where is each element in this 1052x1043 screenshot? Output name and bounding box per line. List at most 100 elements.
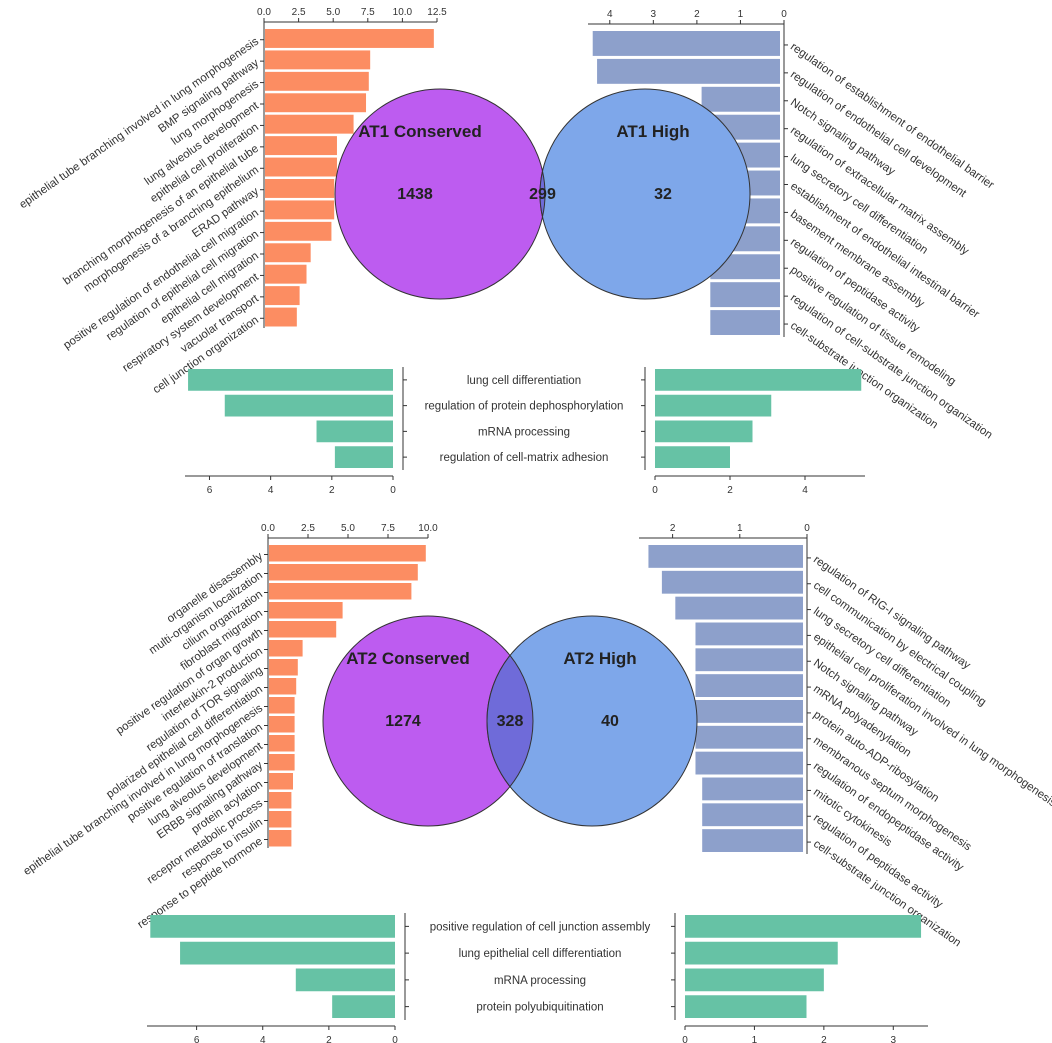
at1-conserved-tick-label: 10.0 xyxy=(393,7,413,18)
at1-shared-right-bar xyxy=(655,446,730,468)
at1-conserved-tick-label: 7.5 xyxy=(361,7,375,18)
at1-high-bar xyxy=(710,282,780,308)
at2-conserved-bar xyxy=(269,602,343,619)
at1-conserved-bar xyxy=(265,221,332,241)
at1-shared-left-bar xyxy=(334,446,393,468)
at2-shared-left-tick-label: 2 xyxy=(326,1035,332,1043)
at2-high-bar xyxy=(702,803,803,827)
at1-venn-conserved-label: AT1 Conserved xyxy=(358,122,481,141)
at1-high-tick-label: 1 xyxy=(738,9,744,20)
at1-venn-high-count: 32 xyxy=(654,186,672,203)
at1-shared-right-tick-label: 4 xyxy=(802,485,808,496)
at2-conserved-bar xyxy=(269,564,418,581)
at2-shared-right-tick-label: 1 xyxy=(752,1035,758,1043)
at1-shared-chart: 6 4 2 0 0 2 4 lung cell differentiation regulati… xyxy=(185,367,865,496)
at2-conserved-tick-label: 10.0 xyxy=(418,523,438,534)
at2-shared-label: positive regulation of cell junction ass… xyxy=(430,921,651,933)
at1-high-tick-label: 2 xyxy=(694,9,700,20)
at2-shared-right-tick-label: 3 xyxy=(891,1035,897,1043)
at2-conserved-tick-label: 7.5 xyxy=(381,523,395,534)
at2-shared-left-tick-label: 6 xyxy=(194,1035,200,1043)
at2-conserved-bar xyxy=(269,640,303,657)
at2-conserved-bar xyxy=(269,811,292,828)
at2-high-bar xyxy=(702,777,803,801)
at1-conserved-bar xyxy=(265,29,434,48)
at2-conserved-tick-label: 0.0 xyxy=(261,523,275,534)
at1-high-tick-label: 3 xyxy=(651,9,657,20)
at1-shared-left-bar xyxy=(316,420,393,443)
at2-venn-high-label: AT2 High xyxy=(563,649,636,668)
at1-conserved-bar xyxy=(265,50,371,70)
at1-shared-label: regulation of cell-matrix adhesion xyxy=(440,452,609,464)
at1-shared-left-tick-label: 6 xyxy=(207,485,213,496)
at2-conserved-bar xyxy=(269,716,295,733)
at2-shared-label: mRNA processing xyxy=(494,975,586,987)
at1-shared-label: mRNA processing xyxy=(478,426,570,438)
at2-conserved-bar xyxy=(269,754,295,771)
at2-conserved-tick-label: 2.5 xyxy=(301,523,315,534)
at2-shared-right-bar xyxy=(685,968,824,992)
at2-venn-high-count: 40 xyxy=(601,713,619,730)
at2-conserved-bar xyxy=(269,792,292,809)
at2-conserved-bar xyxy=(269,621,337,638)
at2-conserved-bar xyxy=(269,697,295,714)
at2-conserved-bar xyxy=(269,659,298,676)
at2-conserved-bar xyxy=(269,583,412,600)
at2-high-bar xyxy=(702,829,803,852)
at2-shared-right-tick-label: 0 xyxy=(682,1035,688,1043)
at1-shared-label: lung cell differentiation xyxy=(467,375,581,387)
at1-conserved-bar xyxy=(265,179,335,198)
at1-shared-label: regulation of protein dephosphorylation xyxy=(425,401,624,413)
at2-shared-label: lung epithelial cell differentiation xyxy=(459,948,622,960)
at2-high-bar xyxy=(695,725,803,749)
at1-shared-right-bar xyxy=(655,394,772,417)
at2-venn-overlap-count: 328 xyxy=(497,713,524,730)
at2-high-tick-label: 0 xyxy=(804,523,810,534)
at2-high-tick-label: 2 xyxy=(670,523,676,534)
at2-shared-left-bar xyxy=(180,941,395,965)
at1-conserved-bar xyxy=(265,243,311,263)
at2-high-bar xyxy=(661,570,803,594)
at1-venn-high-circle xyxy=(539,88,751,300)
at1-venn-overlap xyxy=(539,171,546,217)
at1-venn: AT1 Conserved AT1 High 1438 299 32 xyxy=(334,88,751,300)
at1-high-bar xyxy=(592,31,780,56)
at1-high-bar xyxy=(701,86,780,112)
at2-shared-right-tick-label: 2 xyxy=(821,1035,827,1043)
at2-venn: AT2 Conserved AT2 High 1274 328 40 xyxy=(322,615,698,827)
at1-venn-conserved-circle xyxy=(334,88,546,300)
at2-shared-left-bar xyxy=(150,915,395,938)
at1-high-bar xyxy=(597,58,780,84)
at1-conserved-bar xyxy=(265,136,337,156)
at2-high-bar xyxy=(648,545,803,568)
at2-shared-left-bar xyxy=(332,995,395,1018)
at1-conserved-bar xyxy=(265,93,367,113)
at1-conserved-bar xyxy=(265,157,337,177)
at1-shared-left-bar xyxy=(188,369,393,391)
at1-conserved-bar xyxy=(265,264,307,284)
at2-conserved-bar xyxy=(269,773,293,790)
at1-venn-overlap-count: 299 xyxy=(529,186,556,203)
at2-shared-left-tick-label: 4 xyxy=(260,1035,266,1043)
at1-conserved-bar xyxy=(265,286,300,306)
at2-high-bar xyxy=(675,596,803,620)
at1-high-tick-label: 4 xyxy=(607,9,613,20)
at2-conserved-bar xyxy=(269,678,297,695)
at2-venn-conserved-count: 1274 xyxy=(385,713,421,730)
at1-conserved-bar xyxy=(265,114,354,134)
at1-shared-left-tick-label: 4 xyxy=(268,485,274,496)
at2-shared-left-bar xyxy=(295,968,395,992)
at1-shared-right-bar xyxy=(655,420,753,443)
at2-shared-right-bar xyxy=(685,915,922,938)
at2-shared-left-tick-label: 0 xyxy=(392,1035,398,1043)
at2-conserved-bar xyxy=(269,545,426,562)
at1-shared-left-tick-label: 2 xyxy=(329,485,335,496)
at2-venn-overlap xyxy=(486,654,534,788)
at2-high-bar xyxy=(695,648,803,672)
at2-conserved-bar xyxy=(269,830,292,847)
at1-conserved-bar xyxy=(265,307,297,327)
at2-conserved-tick-label: 5.0 xyxy=(341,523,355,534)
at2-high-bar xyxy=(695,700,803,723)
